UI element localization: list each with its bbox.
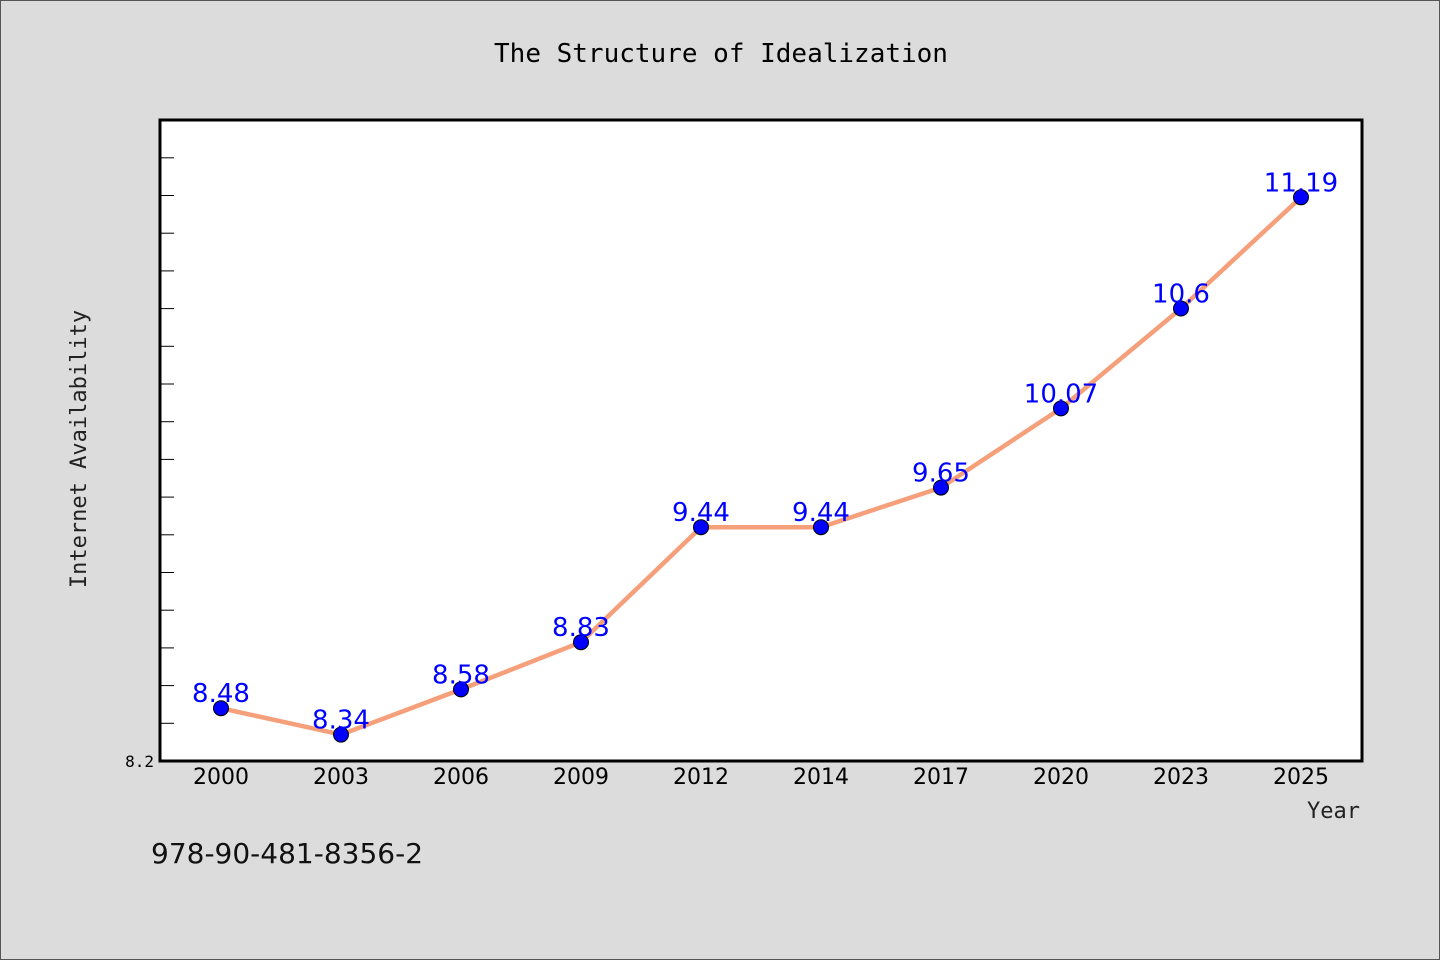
data-point (573, 634, 589, 651)
series-line (218, 195, 1304, 737)
x-tick-label: 2003 (313, 765, 369, 790)
y-min-label: 8.2 (125, 752, 154, 771)
series-markers (213, 189, 1309, 743)
data-point (333, 726, 349, 743)
data-point (813, 519, 829, 536)
series-lines (218, 195, 1304, 737)
plot-area (158, 118, 1364, 763)
x-axis-ticks: 2000 2003 2006 2009 2012 2014 2017 2020 2023 2025 (193, 765, 1329, 790)
x-tick-label: 2025 (1273, 765, 1329, 790)
data-label: 8.34 (312, 706, 370, 736)
isbn-footer: 978-90-481-8356-2 (151, 837, 423, 870)
x-tick-label: 2000 (193, 765, 249, 790)
data-point (1173, 300, 1189, 317)
data-label: 9.44 (792, 498, 850, 528)
x-tick-label: 2012 (673, 765, 729, 790)
data-label: 8.48 (192, 679, 250, 709)
x-axis-title: Year (1307, 799, 1360, 824)
data-label: 10.07 (1024, 379, 1098, 409)
data-point (1293, 189, 1309, 206)
data-label: 8.83 (552, 613, 610, 643)
x-tick-label: 2009 (553, 765, 609, 790)
data-labels: 8.48 8.34 8.58 8.83 9.44 9.44 9.65 10.07 10.6 11.… (192, 168, 1338, 735)
data-point (453, 681, 469, 698)
data-label: 10.6 (1152, 280, 1210, 310)
data-label: 8.58 (432, 660, 490, 690)
data-point (213, 700, 229, 717)
data-label: 9.44 (672, 498, 730, 528)
chart-title: The Structure of Idealization (494, 39, 948, 69)
data-point (1053, 400, 1069, 417)
x-tick-label: 2014 (793, 765, 849, 790)
data-label: 11.19 (1264, 168, 1338, 198)
x-tick-label: 2006 (433, 765, 489, 790)
x-tick-label: 2020 (1033, 765, 1089, 790)
data-point (933, 479, 949, 496)
data-label: 9.65 (912, 459, 970, 489)
x-tick-label: 2017 (913, 765, 969, 790)
y-axis-ticks (160, 157, 174, 724)
x-tick-label: 2023 (1153, 765, 1209, 790)
data-point (693, 519, 709, 536)
y-axis-title: Internet Availability (67, 310, 92, 588)
